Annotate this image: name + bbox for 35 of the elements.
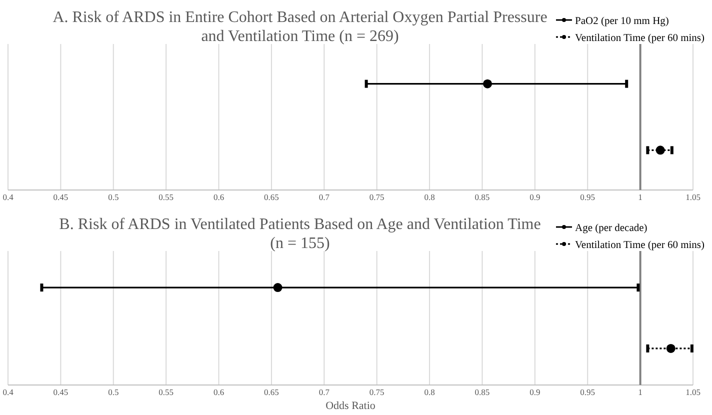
x-tick-label: 1 (638, 387, 642, 397)
legend-label: Ventilation Time (per 60 mins) (575, 33, 705, 44)
x-tick-label: 0.5 (108, 192, 119, 202)
x-tick-label: 0.4 (2, 387, 14, 397)
x-tick-label: 0.65 (264, 387, 279, 397)
legend-label: Ventilation Time (per 60 mins) (575, 240, 705, 251)
chart-title: A. Risk of ARDS in Entire Cohort Based on Arterial Oxygen Partial Pressure and Ventilation Time (n = 269) (52, 9, 548, 45)
x-tick-label: 0.75 (369, 387, 384, 397)
x-tick-label: 1.05 (686, 387, 700, 397)
x-tick-label: 0.6 (213, 387, 224, 397)
x-tick-label: 0.9 (530, 192, 540, 202)
x-tick-label: 0.95 (580, 192, 596, 202)
x-tick-label: 0.45 (53, 387, 68, 397)
x-tick-label: 0.55 (158, 387, 174, 397)
x-tick-label: 0.95 (580, 387, 596, 397)
x-tick-label: 0.75 (369, 192, 384, 202)
chart-title: B. Risk of ARDS in Ventilated Patients Based on Age and Ventilation Time (n = 155) (59, 216, 541, 252)
legend-label: Age (per decade) (575, 223, 648, 234)
x-tick-label: 1 (638, 192, 642, 202)
x-tick-label: 0.9 (530, 387, 540, 397)
x-tick-label: 0.8 (424, 192, 435, 202)
x-axis-title: Odds Ratio (326, 400, 376, 412)
x-tick-label: 0.4 (2, 192, 14, 202)
x-tick-label: 0.7 (318, 192, 330, 202)
x-tick-label: 0.65 (264, 192, 279, 202)
x-tick-label: 0.45 (53, 192, 68, 202)
x-tick-label: 0.55 (158, 192, 174, 202)
x-tick-label: 0.85 (474, 387, 490, 397)
x-tick-label: 0.6 (213, 192, 224, 202)
x-tick-label: 0.5 (108, 387, 119, 397)
x-tick-label: 0.85 (474, 192, 490, 202)
x-tick-label: 0.7 (318, 387, 330, 397)
x-tick-label: 1.05 (686, 192, 700, 202)
legend-label: PaO2 (per 10 mm Hg) (575, 16, 670, 27)
x-tick-label: 0.8 (424, 387, 435, 397)
